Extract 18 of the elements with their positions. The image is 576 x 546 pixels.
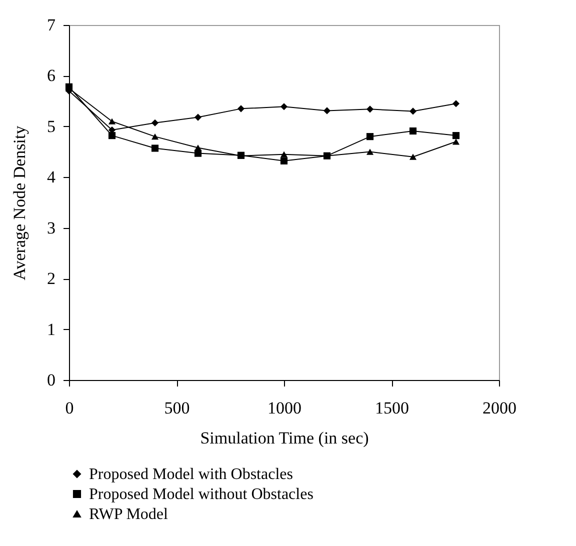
x-axis-title: Simulation Time (in sec) xyxy=(200,428,369,448)
x-tick-label: 2000 xyxy=(482,398,516,418)
y-tick-label: 6 xyxy=(47,66,56,86)
y-tick-label: 1 xyxy=(47,320,56,339)
y-tick-label: 4 xyxy=(47,168,56,187)
y-tick-label: 0 xyxy=(47,370,56,390)
y-tick-label: 3 xyxy=(47,218,56,238)
x-tick-label: 1000 xyxy=(268,398,302,418)
x-tick-label: 1500 xyxy=(375,398,409,418)
legend-label: Proposed Model with Obstacles xyxy=(89,466,293,483)
y-axis-title: Average Node Density xyxy=(10,125,29,280)
legend-label: Proposed Model without Obstacles xyxy=(89,486,314,503)
x-tick-label: 500 xyxy=(164,398,190,418)
y-tick-label: 5 xyxy=(47,116,56,136)
x-tick-label: 0 xyxy=(65,398,74,418)
y-tick-label: 2 xyxy=(47,269,56,288)
legend-label: RWP Model xyxy=(89,506,169,523)
y-tick-label: 7 xyxy=(47,16,56,34)
